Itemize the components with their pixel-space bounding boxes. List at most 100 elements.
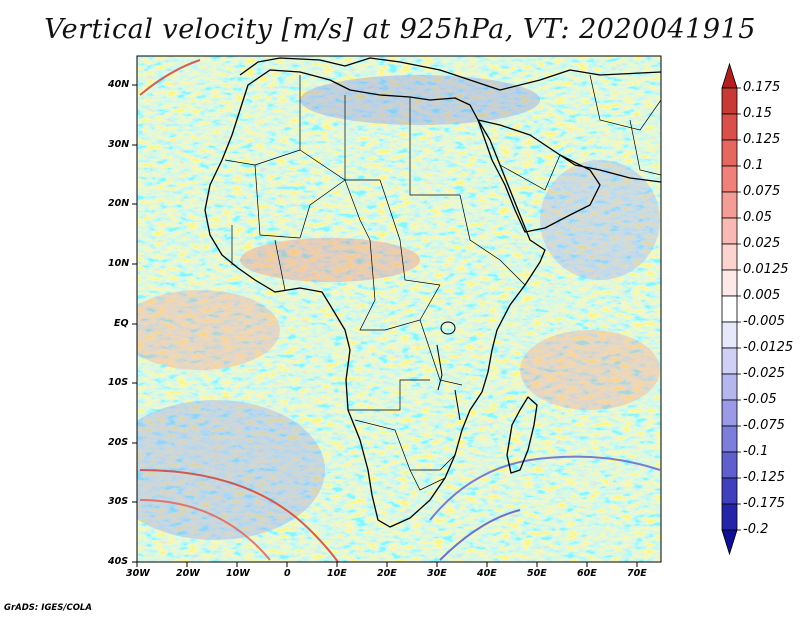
colorbar-label-neg-02: -0.2 [743, 522, 769, 537]
colorbar-segment-14 [721, 425, 738, 453]
colorbar-segment-16 [721, 477, 738, 505]
border-3 [409, 97, 460, 196]
streak-north-atlantic-red [139, 59, 201, 96]
colorbar-label-neg-0075: -0.075 [743, 418, 785, 433]
colorbar-label-neg-0175: -0.175 [743, 496, 785, 511]
colorbar-label-01: 0.1 [743, 158, 764, 173]
colorbar-top-arrow [721, 62, 738, 89]
colorbar-label-0005: 0.005 [743, 288, 781, 303]
streak-indian-blue [429, 455, 661, 521]
streak-south-atlantic-red-2 [139, 499, 271, 561]
coast-persian-gulf [559, 154, 661, 183]
border-6 [299, 179, 371, 241]
colorbar-segment-13 [721, 399, 738, 427]
coast-arabia [477, 119, 601, 233]
streak-south-blue [439, 509, 521, 561]
lake-tanganyika [436, 344, 443, 391]
tint-blue-south-atlantic [137, 400, 325, 540]
colorbar-bottom-arrow [721, 529, 738, 556]
lat-tick-10s: 10S [108, 377, 129, 388]
lon-tick-10e: 10E [327, 568, 347, 579]
lon-tick-70e: 70E [627, 568, 647, 579]
colorbar-label-neg-01: -0.1 [743, 444, 769, 459]
colorbar [721, 62, 741, 556]
border-11 [348, 379, 430, 411]
border-18 [629, 119, 661, 176]
border-4 [254, 149, 301, 166]
border-16 [499, 154, 561, 191]
colorbar-label-015: 0.15 [743, 106, 772, 121]
lat-tick-10n: 10N [108, 258, 130, 269]
colorbar-segment-17 [721, 503, 738, 531]
colorbar-label-0025: 0.025 [743, 236, 781, 251]
country-borders [224, 74, 661, 491]
colorbar-segment-2 [721, 113, 738, 141]
colorbar-segment-15 [721, 451, 738, 479]
lon-tick-30e: 30E [427, 568, 447, 579]
border-9 [359, 239, 441, 331]
colorbar-segment-3 [721, 139, 738, 167]
lat-tick-40s: 40S [108, 556, 129, 567]
colorbar-label-0175: 0.175 [743, 80, 781, 95]
map-frame [136, 55, 662, 563]
colorbar-label-neg-0125: -0.125 [743, 470, 785, 485]
border-7 [379, 179, 441, 286]
frontal-streaks [139, 59, 661, 562]
lon-tick-60e: 60E [577, 568, 597, 579]
coast-madagascar [506, 396, 538, 474]
colorbar-label-neg-0025: -0.025 [743, 366, 785, 381]
lon-tick-40e: 40E [477, 568, 497, 579]
colorbar-segment-9 [721, 295, 738, 323]
colorbar-label-00125: 0.0125 [743, 262, 789, 277]
lake-victoria [440, 321, 456, 335]
lakes [436, 321, 461, 421]
map-plot-area [137, 56, 661, 562]
velocity-field-texture [137, 56, 661, 562]
lat-tick-30s: 30S [108, 496, 129, 507]
chart-title: Vertical velocity [m/s] at 925hPa, VT: 2… [44, 14, 756, 45]
colorbar-segment-8 [721, 269, 738, 297]
tint-red-indian-ocean [520, 330, 660, 410]
border-17 [589, 74, 661, 131]
streak-south-atlantic-red [139, 469, 340, 562]
colorbar-label-005: 0.05 [743, 210, 772, 225]
lat-tick-20s: 20S [108, 437, 129, 448]
border-15 [274, 239, 286, 291]
colorbar-segment-11 [721, 347, 738, 375]
coast-europe [239, 57, 661, 91]
colorbar-label-0075: 0.075 [743, 184, 781, 199]
tint-red-atlantic-band [137, 290, 280, 370]
colorbar-segment-10 [721, 321, 738, 349]
lat-tick-30n: 30N [108, 139, 130, 150]
border-10 [419, 319, 463, 386]
lon-tick-0: 0 [284, 568, 291, 579]
colorbar-segment-4 [721, 165, 738, 193]
colorbar-segment-1 [721, 87, 738, 115]
border-13 [409, 469, 446, 491]
border-8 [459, 194, 526, 286]
colorbar-label-0125: 0.125 [743, 132, 781, 147]
tint-blue-mediterranean [300, 75, 540, 125]
colorbar-segment-7 [721, 243, 738, 271]
tint-red-sahel [240, 238, 420, 282]
lon-tick-50e: 50E [527, 568, 547, 579]
colorbar-label-neg-005: -0.05 [743, 392, 777, 407]
lon-tick-20w: 20W [176, 568, 200, 579]
colorbar-segment-6 [721, 217, 738, 245]
lat-tick-eq: EQ [114, 318, 129, 329]
footer-credit: GrADS: IGES/COLA [4, 603, 92, 613]
lon-tick-10w: 10W [226, 568, 250, 579]
colorbar-label-neg-00125: -0.0125 [743, 340, 794, 355]
lat-tick-40n: 40N [108, 79, 130, 90]
border-1 [299, 75, 380, 181]
lon-tick-30w: 30W [126, 568, 150, 579]
axis-ticks [132, 84, 638, 567]
lon-tick-20e: 20E [377, 568, 397, 579]
lat-tick-20n: 20N [108, 198, 130, 209]
border-5 [224, 159, 301, 239]
colorbar-label-neg-0005: -0.005 [743, 314, 785, 329]
lake-malawi [454, 389, 461, 421]
tint-blue-arabian-sea [540, 160, 660, 280]
colorbar-segment-12 [721, 373, 738, 401]
